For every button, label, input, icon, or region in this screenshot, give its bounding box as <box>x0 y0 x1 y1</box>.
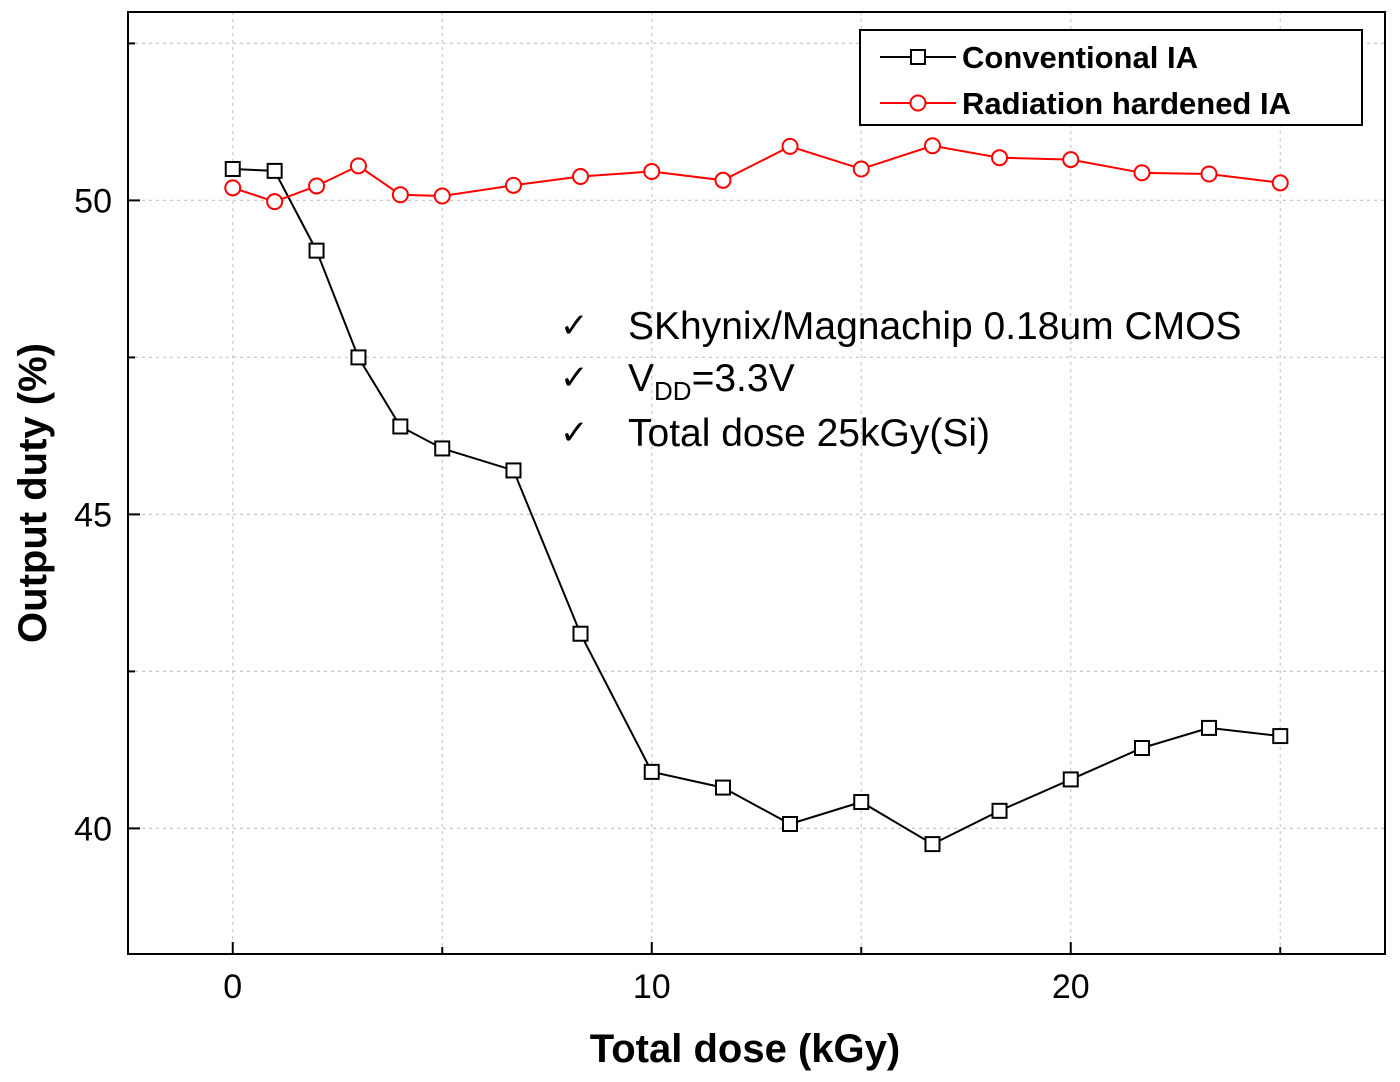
data-point <box>266 193 284 211</box>
data-point <box>714 171 732 189</box>
plot-frame <box>127 11 1386 955</box>
legend: Conventional IA Radiation hardened IA <box>859 29 1363 126</box>
y-tick-label: 50 <box>74 182 112 220</box>
data-point <box>391 186 409 204</box>
y-tick-label: 40 <box>74 810 112 848</box>
data-point <box>852 160 870 178</box>
series-hardened <box>224 137 1289 211</box>
series-line <box>232 168 1281 846</box>
legend-marker-hardened <box>909 94 927 112</box>
data-point <box>1272 728 1289 745</box>
data-point <box>1062 151 1080 169</box>
vdd-symbol: V <box>628 357 654 400</box>
series-layer <box>224 137 1289 853</box>
data-point <box>308 242 325 259</box>
x-tick-label: 10 <box>633 968 671 1006</box>
data-point <box>572 625 589 642</box>
data-point <box>350 349 367 366</box>
data-point <box>923 137 941 155</box>
annotation-block: ✓ SKhynix/Magnachip 0.18um CMOS ✓ VDD=3.… <box>560 305 1241 455</box>
data-point <box>349 157 367 175</box>
data-point <box>781 137 799 155</box>
data-point <box>504 176 522 194</box>
data-point <box>266 162 283 179</box>
data-point <box>714 779 731 796</box>
annotation-vdd: VDD=3.3V <box>628 357 795 406</box>
annotation-check-2: ✓ <box>560 358 589 398</box>
data-point <box>1133 740 1150 757</box>
series-conventional <box>224 161 1289 853</box>
data-point <box>224 179 242 197</box>
data-point <box>1062 771 1079 788</box>
annotation-dose: Total dose 25kGy(Si) <box>628 412 990 455</box>
annotation-check-1: ✓ <box>560 306 589 346</box>
data-point <box>924 836 941 853</box>
data-point <box>505 462 522 479</box>
data-point <box>308 177 326 195</box>
data-point <box>224 161 241 177</box>
annotation-check-3: ✓ <box>560 413 589 453</box>
data-point <box>434 440 451 457</box>
x-tick-label: 0 <box>223 968 242 1006</box>
legend-label-conventional: Conventional IA <box>962 40 1198 75</box>
data-point <box>1271 174 1289 192</box>
data-point <box>853 794 870 811</box>
legend-marker-conventional <box>910 49 926 65</box>
data-point <box>782 816 799 833</box>
grid <box>128 12 1385 954</box>
axis-ticks: 40 45 50 0 10 20 <box>74 42 1282 1006</box>
data-point <box>643 163 661 181</box>
legend-label-hardened: Radiation hardened IA <box>962 86 1291 121</box>
vdd-value: =3.3V <box>692 357 795 400</box>
data-point <box>1133 164 1151 182</box>
data-point <box>991 802 1008 819</box>
data-point <box>572 168 590 186</box>
vdd-subscript: DD <box>654 376 692 406</box>
data-point <box>392 418 409 435</box>
x-tick-label: 20 <box>1052 968 1090 1006</box>
series-line <box>232 144 1281 203</box>
data-point <box>1201 719 1218 736</box>
data-point <box>1200 165 1218 183</box>
annotation-process: SKhynix/Magnachip 0.18um CMOS <box>628 305 1241 348</box>
y-axis-label: Output duty (%) <box>11 343 55 643</box>
data-point <box>433 187 451 205</box>
x-axis-label: Total dose (kGy) <box>590 1027 900 1071</box>
data-point <box>643 763 660 780</box>
legend-box <box>859 29 1363 126</box>
y-tick-label: 45 <box>74 496 112 534</box>
data-point <box>991 149 1009 167</box>
